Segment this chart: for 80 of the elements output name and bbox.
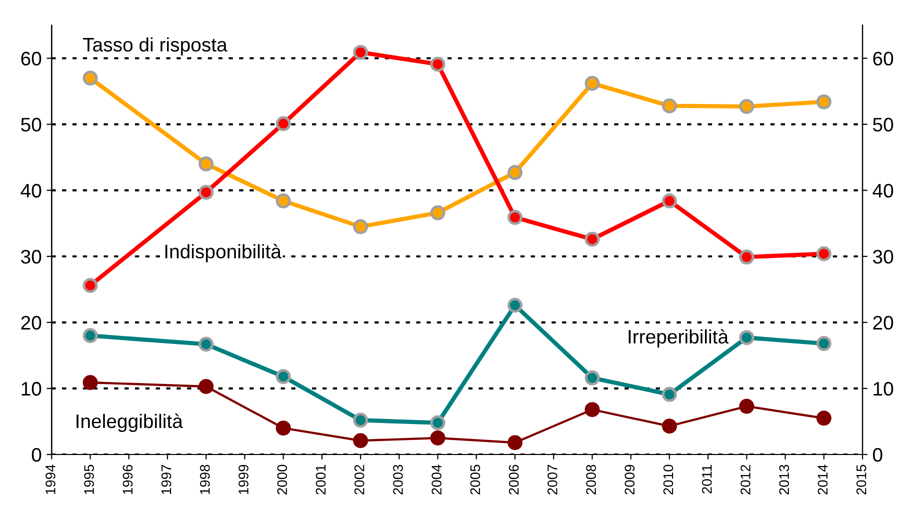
point — [507, 435, 522, 450]
y2-tick-label: 30 — [872, 250, 894, 264]
y-tick-label: 40 — [20, 184, 42, 198]
series-label: Irreperibilità — [628, 329, 729, 348]
x-tick-label: 2008 — [586, 464, 596, 494]
y-tick-label: 20 — [21, 316, 42, 330]
point — [198, 156, 214, 172]
point — [816, 336, 832, 352]
x-tick-label: 2000 — [277, 464, 288, 494]
point — [353, 412, 368, 428]
point — [507, 210, 522, 225]
series-label: Ineleggibilità — [76, 414, 183, 432]
x-tick-label: 2003 — [393, 464, 403, 494]
point — [276, 369, 291, 384]
point — [739, 98, 754, 114]
x-tick-label: 2010 — [663, 464, 674, 494]
point — [739, 398, 754, 414]
y2-tick-label: 20 — [873, 316, 894, 330]
y2-tick-label: 50 — [873, 118, 894, 132]
point — [662, 418, 677, 434]
point — [198, 336, 214, 352]
point — [82, 328, 98, 344]
y-tick-label: 50 — [21, 118, 42, 132]
y-tick-label: 60 — [21, 52, 42, 66]
point — [353, 44, 368, 60]
point — [739, 250, 754, 265]
series-label: Indisponibilità — [165, 244, 282, 262]
point — [584, 232, 600, 247]
x-tick-label: 1995 — [84, 464, 94, 494]
x-tick-label: 2012 — [740, 464, 750, 494]
point — [584, 76, 600, 91]
y2-tick-label: 60 — [873, 52, 894, 66]
x-tick-label: 1996 — [122, 464, 133, 494]
point — [662, 193, 677, 208]
point — [816, 246, 832, 262]
point — [276, 116, 291, 132]
y2-tick-label: 0 — [872, 448, 882, 462]
point — [430, 205, 446, 220]
x-tick-label: 2013 — [779, 464, 790, 494]
y2-tick-label: 10 — [874, 382, 894, 396]
point — [507, 165, 522, 180]
y-tick-label: 30 — [21, 250, 42, 264]
x-tick-label: 1999 — [238, 464, 248, 494]
x-tick-label: 1994 — [46, 464, 56, 494]
point — [353, 219, 368, 234]
x-tick-label: 2005 — [470, 464, 480, 494]
series-label: Tasso di risposta — [82, 37, 228, 56]
point — [507, 298, 522, 313]
x-tick-label: 2006 — [508, 464, 519, 494]
point — [276, 420, 291, 436]
x-tick-label: 2002 — [354, 464, 364, 494]
point — [662, 98, 677, 114]
point — [276, 193, 291, 208]
point — [430, 56, 446, 72]
point — [739, 330, 754, 346]
x-tick-label: 2004 — [432, 464, 442, 494]
x-tick-label: 1997 — [161, 464, 172, 494]
x-tick-label: 2014 — [818, 464, 828, 494]
point — [82, 375, 98, 390]
point — [584, 402, 600, 418]
point — [82, 278, 98, 293]
point — [816, 94, 832, 110]
point — [198, 378, 214, 394]
x-tick-label: 2007 — [548, 464, 558, 494]
y-tick-label: 0 — [32, 448, 42, 462]
point — [353, 433, 368, 448]
x-tick-label: 2011 — [702, 464, 712, 494]
point — [430, 430, 446, 446]
x-tick-label: 1998 — [200, 464, 210, 494]
x-tick-label: 2015 — [856, 464, 866, 494]
point — [584, 370, 600, 386]
point — [430, 415, 446, 430]
x-tick-label: 2009 — [624, 464, 635, 494]
point — [198, 184, 214, 200]
y-tick-label: 10 — [22, 382, 42, 396]
point — [662, 386, 677, 402]
x-tick-label: 2001 — [316, 464, 326, 494]
point — [82, 70, 98, 86]
y2-tick-label: 40 — [872, 184, 894, 198]
point — [816, 410, 832, 426]
